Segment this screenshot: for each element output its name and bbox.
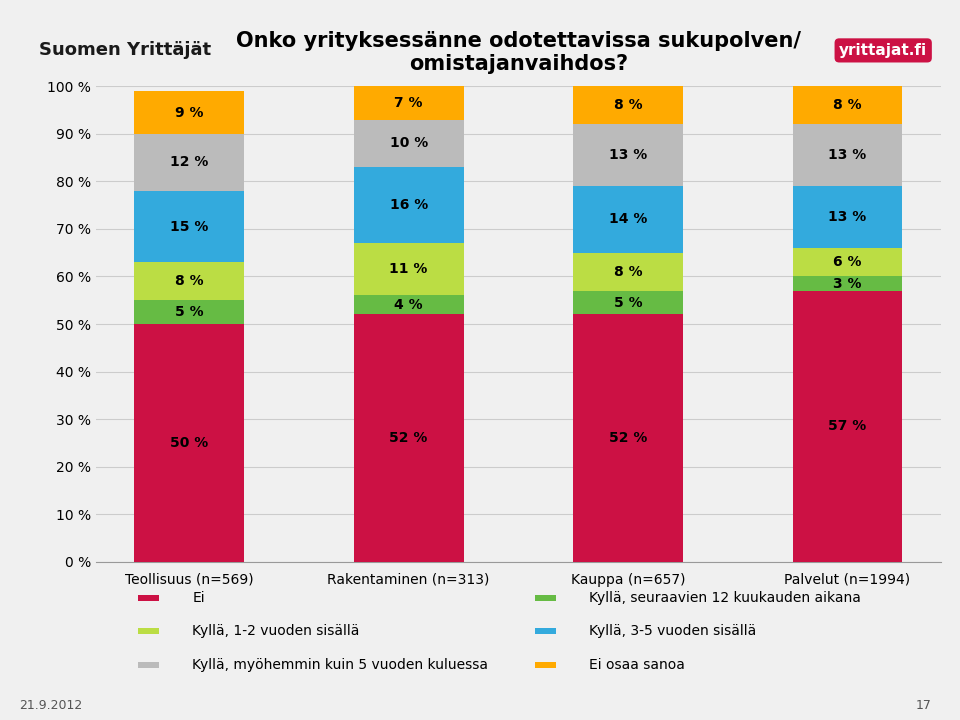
Text: 7 %: 7 % xyxy=(395,96,423,110)
Bar xyxy=(573,253,683,291)
Bar xyxy=(793,86,902,125)
Bar xyxy=(354,295,464,315)
FancyBboxPatch shape xyxy=(536,629,556,634)
Text: Kyllä, 1-2 vuoden sisällä: Kyllä, 1-2 vuoden sisällä xyxy=(192,624,360,639)
Text: 57 %: 57 % xyxy=(828,419,867,433)
Bar xyxy=(134,300,244,324)
Text: 11 %: 11 % xyxy=(390,262,428,276)
Text: 6 %: 6 % xyxy=(833,255,862,269)
Bar xyxy=(354,86,464,120)
Text: 16 %: 16 % xyxy=(390,198,428,212)
Bar xyxy=(354,120,464,167)
Text: 4 %: 4 % xyxy=(395,298,423,312)
Bar xyxy=(354,315,464,562)
Bar xyxy=(573,186,683,253)
Bar xyxy=(573,125,683,186)
Bar xyxy=(573,291,683,315)
Text: 5 %: 5 % xyxy=(613,296,642,310)
Text: 50 %: 50 % xyxy=(170,436,208,450)
FancyBboxPatch shape xyxy=(138,629,158,634)
Text: 14 %: 14 % xyxy=(609,212,647,227)
Bar xyxy=(793,276,902,291)
Text: 21.9.2012: 21.9.2012 xyxy=(19,699,83,712)
Bar xyxy=(793,125,902,186)
Bar xyxy=(134,262,244,300)
Text: 5 %: 5 % xyxy=(175,305,204,319)
Bar xyxy=(793,248,902,276)
Bar xyxy=(354,167,464,243)
Text: 13 %: 13 % xyxy=(609,148,647,162)
Text: 13 %: 13 % xyxy=(828,148,867,162)
Text: 12 %: 12 % xyxy=(170,156,208,169)
Bar xyxy=(134,91,244,134)
Bar xyxy=(793,291,902,562)
Text: 8 %: 8 % xyxy=(175,274,204,288)
Text: 3 %: 3 % xyxy=(833,276,862,291)
Text: Suomen Yrittäjät: Suomen Yrittäjät xyxy=(38,41,211,59)
Text: 17: 17 xyxy=(915,699,931,712)
Bar xyxy=(134,134,244,191)
Text: 8 %: 8 % xyxy=(613,99,642,112)
FancyBboxPatch shape xyxy=(536,662,556,667)
Text: Ei: Ei xyxy=(192,591,204,606)
Text: 13 %: 13 % xyxy=(828,210,867,224)
Text: yrittajat.fi: yrittajat.fi xyxy=(839,43,927,58)
Bar xyxy=(793,186,902,248)
FancyBboxPatch shape xyxy=(536,595,556,601)
Text: 52 %: 52 % xyxy=(390,431,428,445)
FancyBboxPatch shape xyxy=(138,662,158,667)
Text: 8 %: 8 % xyxy=(833,99,862,112)
Bar xyxy=(573,86,683,125)
Bar xyxy=(354,243,464,295)
Text: 10 %: 10 % xyxy=(390,136,428,150)
Text: 9 %: 9 % xyxy=(175,106,204,120)
Text: Ei osaa sanoa: Ei osaa sanoa xyxy=(589,657,685,672)
Bar xyxy=(573,315,683,562)
Text: Kyllä, seuraavien 12 kuukauden aikana: Kyllä, seuraavien 12 kuukauden aikana xyxy=(589,591,861,606)
Text: 15 %: 15 % xyxy=(170,220,208,233)
Text: 8 %: 8 % xyxy=(613,265,642,279)
Bar xyxy=(134,191,244,262)
Title: Onko yrityksessänne odotettavissa sukupolven/
omistajanvaihdos?: Onko yrityksessänne odotettavissa sukupo… xyxy=(236,30,801,73)
Bar xyxy=(134,324,244,562)
Text: 52 %: 52 % xyxy=(609,431,647,445)
Text: Kyllä, 3-5 vuoden sisällä: Kyllä, 3-5 vuoden sisällä xyxy=(589,624,756,639)
Text: Kyllä, myöhemmin kuin 5 vuoden kuluessa: Kyllä, myöhemmin kuin 5 vuoden kuluessa xyxy=(192,657,489,672)
FancyBboxPatch shape xyxy=(138,595,158,601)
